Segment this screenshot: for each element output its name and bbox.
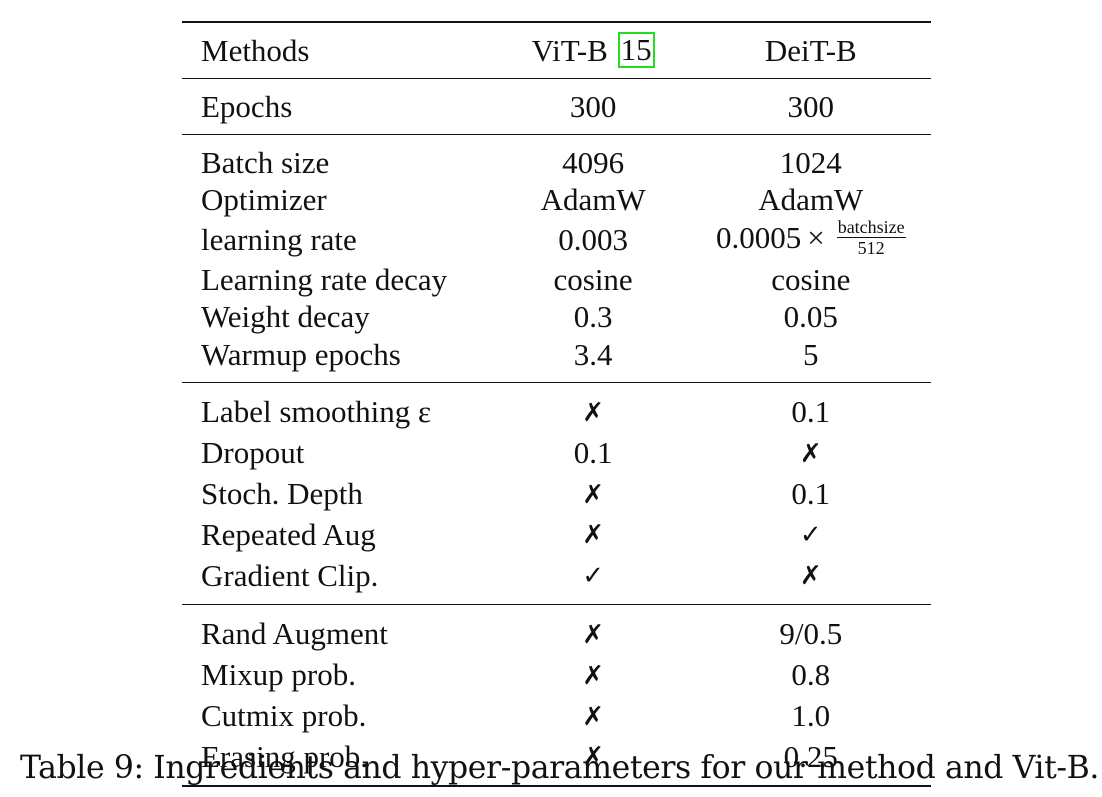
lr-fraction: batchsize 512 — [836, 216, 906, 258]
row-label: Weight decay — [201, 299, 370, 335]
vit-b-value: ✗ — [496, 736, 691, 786]
vit-b-value: cosine — [553, 261, 633, 297]
row-label: Warmup epochs — [201, 337, 401, 373]
row-label: Gradient Clip. — [201, 557, 379, 593]
vit-b-value: ✗ — [496, 474, 691, 515]
optimization-section: Batch size 4096 1024 Optimizer AdamW Ada… — [182, 134, 931, 382]
table-row: Label smoothing ε ✗ 0.1 — [182, 382, 931, 432]
row-label: Batch size — [201, 144, 330, 180]
table-row: learning rate 0.003 0.0005 × batchsize 512 — [182, 216, 931, 260]
vit-b-value: ✓ — [496, 555, 691, 604]
column-header-deit-b: DeiT-B — [764, 33, 857, 68]
table-row-epochs: Epochs 300 300 — [182, 78, 931, 134]
lr-coefficient: 0.0005 — [715, 220, 802, 256]
deit-b-value: ✗ — [691, 555, 931, 604]
deit-b-value: 0.1 — [791, 476, 831, 512]
cross-mark-icon: ✗ — [582, 619, 604, 650]
deit-b-value: 0.25 — [783, 738, 838, 774]
row-label: Cutmix prob. — [201, 698, 367, 734]
cross-mark-icon: ✗ — [582, 479, 604, 510]
vit-b-value: ✗ — [496, 604, 691, 654]
row-label: Learning rate decay — [201, 261, 448, 297]
multiply-symbol: × — [807, 220, 825, 256]
epochs-section: Epochs 300 300 — [182, 78, 931, 134]
deit-b-value: 0.05 — [783, 299, 838, 335]
cross-mark-icon: ✗ — [582, 397, 604, 428]
vit-b-value: ✗ — [496, 382, 691, 432]
table-header-row: Methods ViT-B 15 DeiT-B — [182, 22, 931, 78]
deit-b-value: 9/0.5 — [779, 616, 843, 652]
cross-mark-icon: ✗ — [799, 438, 822, 469]
row-label: Optimizer — [201, 182, 327, 218]
cross-mark-icon: ✗ — [582, 520, 604, 551]
table-caption: Table 9: Ingredients and hyper-parameter… — [20, 750, 1099, 786]
row-label: Epochs — [201, 88, 293, 124]
column-header-methods: Methods — [201, 33, 310, 68]
column-header-vit-b: ViT-B 15 — [496, 22, 691, 78]
table-row: Optimizer AdamW AdamW — [182, 181, 931, 219]
row-label: Erasing prob. — [201, 738, 369, 774]
table-row: Gradient Clip. ✓ ✗ — [182, 555, 931, 604]
vit-b-value: 0.3 — [573, 299, 613, 335]
table-row: Cutmix prob. ✗ 1.0 — [182, 696, 931, 737]
hyperparameter-table: Methods ViT-B 15 DeiT-B Epochs 300 300 B… — [182, 21, 931, 787]
vit-b-value: 0.1 — [573, 435, 613, 471]
table-row: Erasing prob. ✗ 0.25 — [182, 736, 931, 787]
regularization-section: Label smoothing ε ✗ 0.1 Dropout 0.1 ✗ St… — [182, 382, 931, 604]
table-row: Repeated Aug ✗ ✓ — [182, 514, 931, 555]
row-label: learning rate — [201, 221, 357, 257]
fraction-numerator: batchsize — [836, 216, 906, 238]
deit-b-value: 300 — [787, 88, 835, 124]
deit-b-value: cosine — [771, 261, 851, 297]
deit-b-value: ✗ — [691, 433, 931, 474]
table-row: Batch size 4096 1024 — [182, 134, 931, 181]
deit-b-value: 1.0 — [791, 698, 831, 734]
deit-b-value: 0.8 — [791, 657, 831, 693]
deit-b-value: ✓ — [691, 514, 931, 555]
row-label: Mixup prob. — [201, 657, 356, 693]
table-row: Warmup epochs 3.4 5 — [182, 336, 931, 382]
vit-b-value: 3.4 — [573, 337, 613, 373]
deit-b-learning-rate-formula: 0.0005 × batchsize 512 — [691, 216, 931, 260]
check-mark-icon: ✓ — [582, 561, 604, 592]
vit-b-value: 300 — [569, 88, 617, 124]
row-label: Stoch. Depth — [201, 476, 363, 512]
table-row: Rand Augment ✗ 9/0.5 — [182, 604, 931, 654]
cross-mark-icon: ✗ — [582, 701, 604, 732]
deit-b-value: AdamW — [758, 182, 864, 218]
deit-b-value: 0.1 — [791, 394, 831, 430]
deit-b-value: 5 — [803, 337, 819, 373]
table-row: Mixup prob. ✗ 0.8 — [182, 655, 931, 696]
citation-link[interactable]: 15 — [617, 32, 655, 68]
table-row: Dropout 0.1 ✗ — [182, 433, 931, 474]
cross-mark-icon: ✗ — [582, 742, 604, 773]
vit-b-value: ✗ — [496, 514, 691, 555]
cross-mark-icon: ✗ — [582, 660, 604, 691]
row-label: Repeated Aug — [201, 516, 376, 552]
vit-b-value: 4096 — [562, 144, 625, 180]
table-row: Weight decay 0.3 0.05 — [182, 298, 931, 336]
vit-b-label: ViT-B — [531, 33, 608, 68]
row-label: Label smoothing ε — [201, 394, 431, 430]
augmentation-section: Rand Augment ✗ 9/0.5 Mixup prob. ✗ 0.8 C… — [182, 604, 931, 787]
vit-b-value: ✗ — [496, 696, 691, 737]
row-label: Rand Augment — [201, 616, 388, 652]
row-label: Dropout — [201, 435, 305, 471]
deit-b-value: 1024 — [779, 144, 842, 180]
fraction-denominator: 512 — [857, 237, 885, 258]
check-mark-icon: ✓ — [799, 520, 822, 551]
cross-mark-icon: ✗ — [799, 561, 822, 592]
vit-b-value: ✗ — [496, 655, 691, 696]
vit-b-value: 0.003 — [558, 221, 628, 257]
table-row: Stoch. Depth ✗ 0.1 — [182, 474, 931, 515]
vit-b-value: AdamW — [540, 182, 646, 218]
table-row: Learning rate decay cosine cosine — [182, 261, 931, 299]
